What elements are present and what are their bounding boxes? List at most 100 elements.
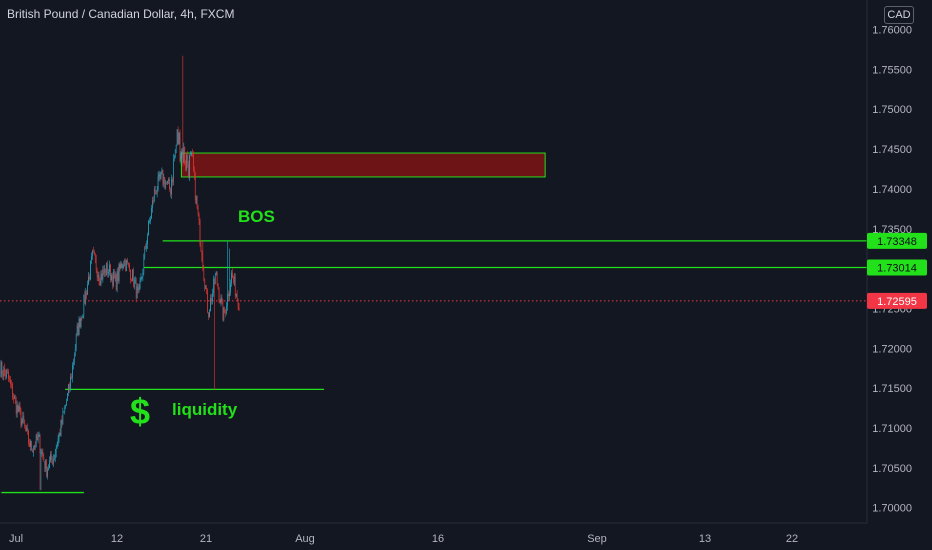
- candle: [75, 333, 77, 348]
- candle: [173, 158, 174, 183]
- x-tick-label: 21: [200, 533, 212, 545]
- candle: [77, 325, 79, 335]
- candle: [97, 275, 99, 278]
- candle: [227, 293, 228, 307]
- candle: [178, 133, 180, 144]
- candle: [176, 129, 178, 145]
- candle: [112, 275, 113, 286]
- candle: [92, 250, 93, 256]
- candle: [104, 268, 106, 274]
- candle: [53, 458, 55, 460]
- candle: [230, 283, 231, 293]
- candle: [88, 276, 89, 285]
- y-tick-label: 1.76000: [872, 25, 912, 37]
- candle: [76, 325, 78, 334]
- price-badge-current-bg: [867, 292, 927, 309]
- candle: [183, 147, 185, 163]
- x-tick-label: Aug: [295, 533, 315, 545]
- price-badge-bos-bg: [867, 232, 927, 249]
- price-badge-second-bg: [867, 259, 927, 276]
- candle: [191, 152, 192, 155]
- candle: [201, 251, 203, 262]
- candle: [48, 468, 49, 470]
- candle: [59, 432, 61, 436]
- candle: [207, 290, 208, 313]
- candle: [162, 169, 164, 184]
- candle: [233, 276, 235, 283]
- candle: [32, 450, 33, 453]
- y-tick-label: 1.71000: [872, 423, 912, 435]
- candle: [123, 264, 125, 266]
- candle: [27, 427, 28, 431]
- candle: [7, 370, 8, 372]
- candle: [96, 270, 98, 278]
- candle: [31, 440, 32, 451]
- candle: [229, 292, 230, 297]
- candle: [134, 279, 136, 281]
- candle: [166, 182, 167, 184]
- candle: [225, 311, 227, 313]
- candle: [179, 133, 181, 162]
- candle: [74, 347, 76, 356]
- candle: [0, 361, 2, 377]
- candle: [16, 405, 18, 414]
- candle: [238, 307, 240, 311]
- candle: [60, 419, 62, 436]
- candle: [144, 247, 146, 258]
- candle: [18, 406, 20, 412]
- candle: [197, 207, 199, 215]
- candle: [10, 379, 11, 384]
- candle: [223, 309, 225, 320]
- candle: [101, 273, 103, 280]
- liquidity-label: liquidity: [172, 400, 238, 419]
- candle: [140, 278, 142, 282]
- candle: [188, 164, 189, 179]
- candle: [82, 314, 84, 318]
- candle: [87, 284, 88, 296]
- candle: [137, 286, 139, 291]
- supply-zone[interactable]: [180, 152, 546, 178]
- candle: [214, 275, 216, 285]
- candle: [196, 196, 198, 208]
- candle: [93, 250, 94, 252]
- y-tick-label: 1.70500: [872, 463, 912, 475]
- candle: [200, 244, 202, 252]
- candle: [91, 255, 92, 261]
- price-badge-current: 1.72595: [877, 296, 917, 308]
- candle: [190, 154, 191, 156]
- candle: [185, 165, 187, 169]
- candle: [180, 154, 182, 162]
- candle: [193, 154, 194, 171]
- dollar-symbol: $: [130, 391, 150, 432]
- x-tick-label: 13: [699, 533, 711, 545]
- bos-label: BOS: [238, 207, 275, 226]
- candle: [145, 247, 147, 249]
- candle: [126, 260, 127, 271]
- candle: [232, 272, 233, 278]
- candle: [217, 283, 219, 289]
- y-tick-label: 1.73500: [872, 224, 912, 236]
- candle: [130, 269, 131, 280]
- candle: [175, 144, 177, 150]
- candle: [147, 235, 148, 245]
- currency-button[interactable]: CAD: [884, 6, 914, 24]
- candle: [204, 278, 206, 290]
- candle: [208, 312, 209, 318]
- candle: [182, 148, 184, 163]
- candle: [172, 178, 173, 183]
- y-tick-label: 1.72000: [872, 343, 912, 355]
- candle: [47, 469, 48, 477]
- candle: [36, 434, 38, 441]
- candle: [6, 370, 7, 378]
- candle: [195, 196, 197, 201]
- candle: [153, 188, 155, 202]
- candle: [67, 393, 68, 401]
- candle: [58, 432, 60, 439]
- candle: [107, 263, 108, 274]
- candle: [215, 271, 217, 276]
- candle: [155, 192, 157, 195]
- candle: [159, 174, 161, 179]
- candle: [11, 383, 12, 385]
